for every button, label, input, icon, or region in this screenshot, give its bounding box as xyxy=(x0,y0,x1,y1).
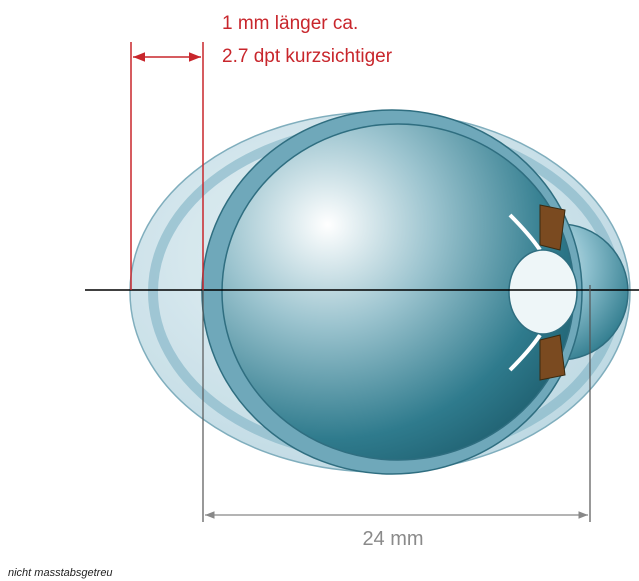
dimension-lines xyxy=(202,285,591,522)
dimension-label: 24 mm xyxy=(362,528,423,550)
eye xyxy=(129,109,631,475)
annotation-line-2: 2.7 dpt kurzsichtiger xyxy=(222,46,393,67)
red-markers xyxy=(130,42,204,290)
footnote: nicht masstabsgetreu xyxy=(8,567,113,579)
annotation-line-1: 1 mm länger ca. xyxy=(222,13,358,34)
